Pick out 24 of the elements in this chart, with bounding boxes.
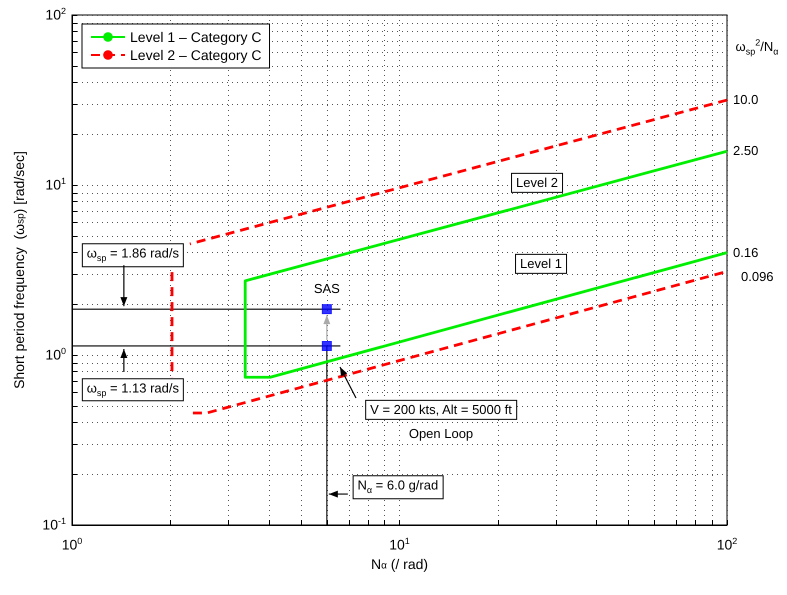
- x-tick-label: 10$^{2}$: [716, 536, 738, 554]
- annotation: ω$_{sp}$ = 1.86 rad/s: [82, 243, 184, 267]
- annotation: 2.50: [733, 143, 758, 158]
- annotation: 0.096: [741, 269, 774, 285]
- annotation: Level 2: [511, 172, 563, 194]
- x-axis-title: Nα (/ rad): [370, 556, 428, 572]
- annotation: ω$_{sp}$ = 1.13 rad/s: [82, 378, 184, 402]
- legend-label: Level 2 – Category C: [130, 47, 262, 63]
- x-tick-label: 10$^{0}$: [62, 536, 82, 554]
- annotation: Open Loop: [408, 426, 474, 442]
- y-tick-label: 10$^{-1}$: [42, 516, 66, 534]
- annotation: N$_{α}$ = 6.0 g/rad: [352, 475, 444, 499]
- annotation: 0.16: [733, 244, 758, 260]
- text: ω$_{sp}$$^{2}$/N$_{α}$: [736, 38, 778, 58]
- x-tick-label: 10$^{1}$: [389, 536, 410, 554]
- y-axis-title: Short period frequency (ωsp) [rad/sec]: [11, 151, 27, 389]
- annotation: V = 200 kts, Alt = 5000 ft: [365, 400, 517, 420]
- legend-label: Level 1 – Category C: [130, 29, 262, 45]
- annotation: Level 1: [515, 254, 567, 274]
- y-tick-label: 10$^{0}$: [45, 346, 66, 364]
- annotation: SAS: [314, 281, 340, 296]
- annotation: 10.0: [733, 92, 758, 108]
- y-tick-label: 10$^{2}$: [45, 6, 66, 24]
- y-tick-label: 10$^{1}$: [45, 176, 66, 194]
